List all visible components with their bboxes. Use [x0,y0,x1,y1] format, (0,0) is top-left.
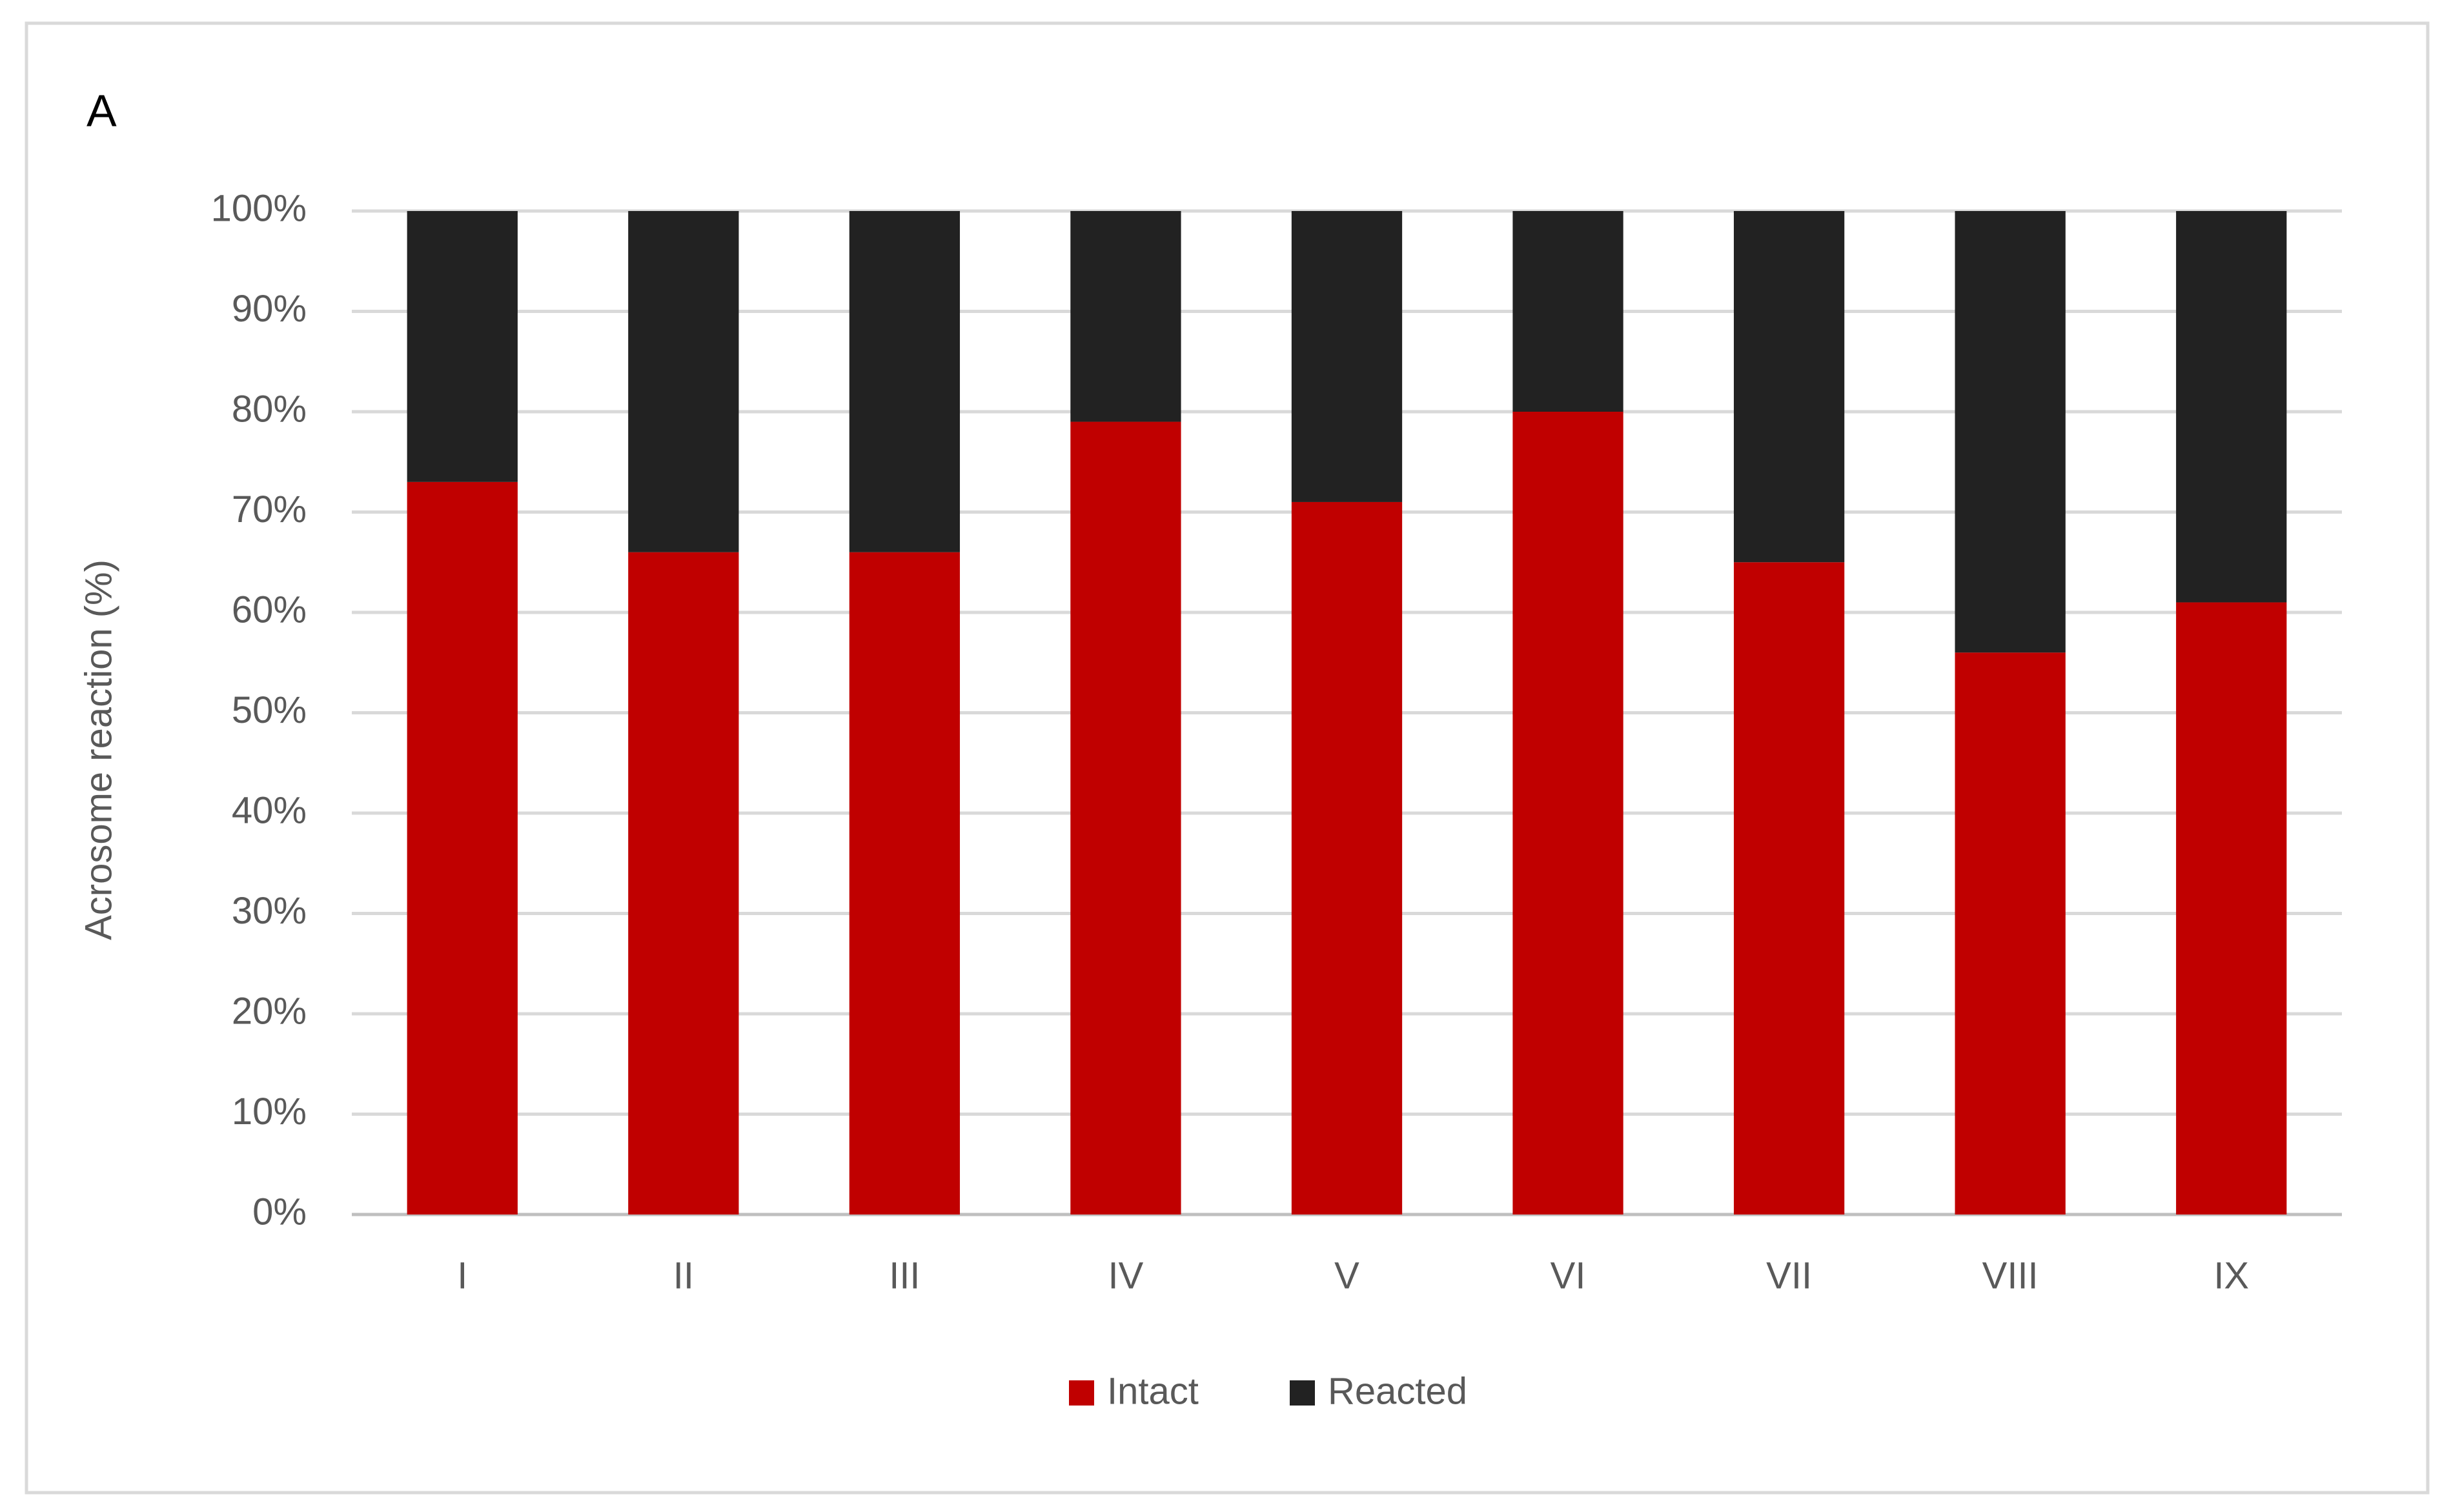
y-tick-label: 80% [232,388,307,430]
bar-segment [628,552,739,1215]
bar-segment [1512,412,1623,1215]
legend-label: Reacted [1328,1370,1467,1412]
bar-segment [1733,562,1845,1215]
bar-segment [1070,421,1181,1215]
bar-segment [1733,211,1845,563]
legend-label: Intact [1107,1370,1199,1412]
y-tick-label: 0% [252,1191,307,1233]
x-tick-label: VI [1551,1255,1586,1296]
x-tick-label: IV [1108,1255,1144,1296]
x-tick-label: I [457,1255,467,1296]
legend-swatch [1290,1380,1315,1406]
panel-label: A [86,85,117,136]
y-tick-label: 50% [232,689,307,731]
x-tick-label: IX [2213,1255,2249,1296]
legend-swatch [1069,1380,1094,1406]
y-tick-label: 40% [232,789,307,831]
x-tick-label: VII [1766,1255,1812,1296]
y-tick-label: 30% [232,890,307,932]
bar-segment [1955,652,2066,1215]
bar-segment [628,211,739,552]
x-tick-label: III [889,1255,920,1296]
bar-segment [849,552,961,1215]
x-tick-label: VIII [1982,1255,2039,1296]
bar-segment [2176,602,2287,1215]
y-axis-label: Acrosome reaction (%) [77,559,119,940]
bar-segment [1955,211,2066,653]
bar-segment [407,211,518,482]
bar-segment [1291,211,1403,502]
bar-segment [1512,211,1623,412]
y-tick-label: 10% [232,1091,307,1133]
x-tick-label: V [1334,1255,1359,1296]
bar-segment [407,481,518,1215]
bar-segment [1070,211,1181,422]
bar-segment [849,211,961,552]
y-tick-label: 90% [232,288,307,330]
bar-segment [1291,501,1403,1215]
y-tick-label: 20% [232,990,307,1032]
x-tick-label: II [673,1255,694,1296]
y-tick-label: 70% [232,489,307,530]
bar-segment [2176,211,2287,603]
y-tick-label: 60% [232,589,307,630]
y-tick-label: 100% [211,187,307,229]
chart-frame [25,21,2430,1495]
